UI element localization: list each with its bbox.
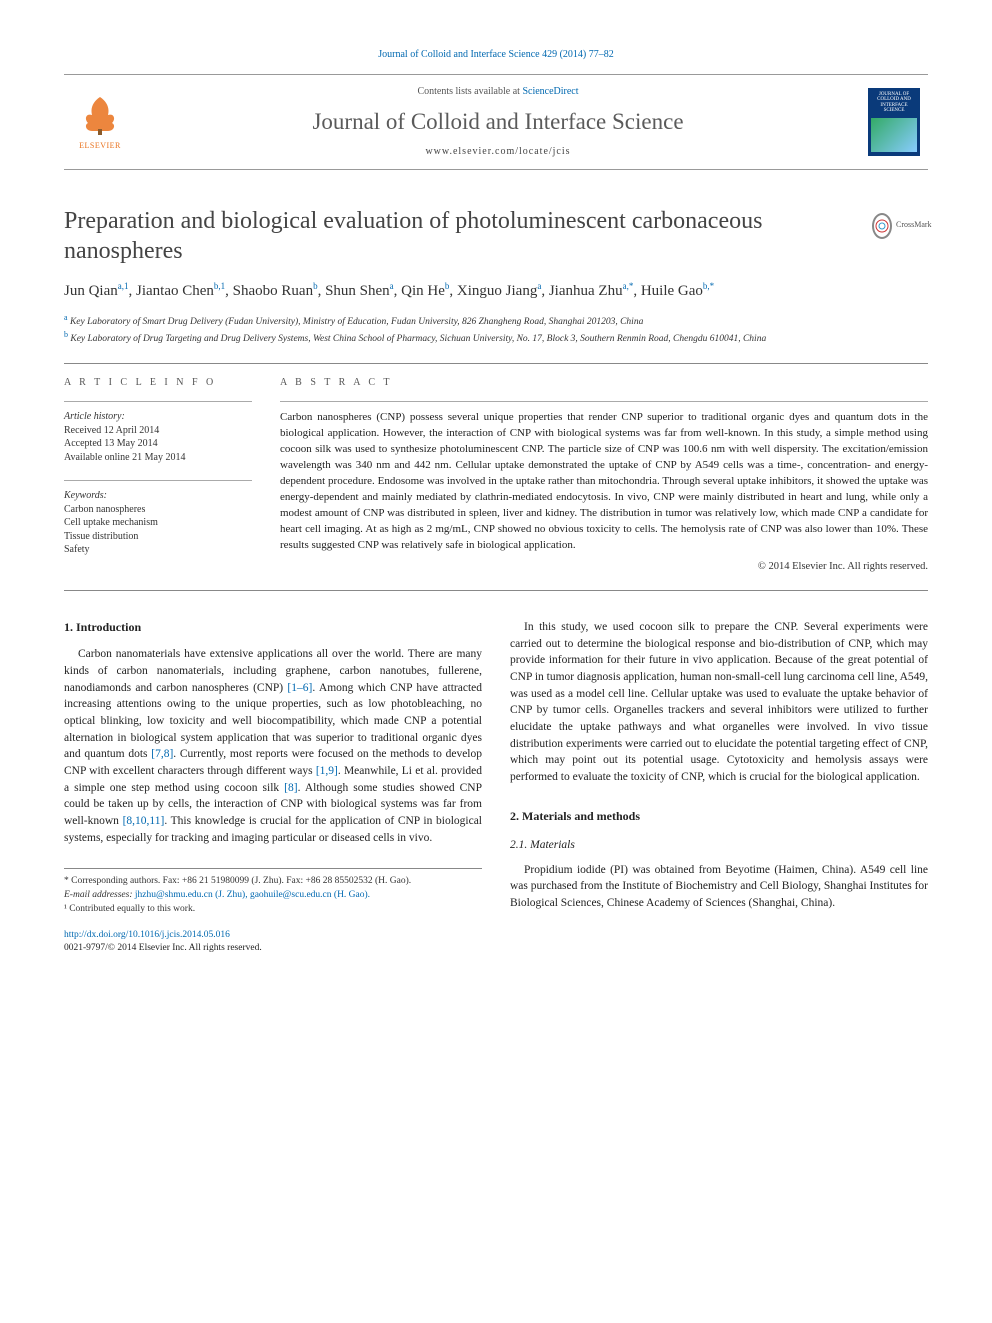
divider xyxy=(64,590,928,591)
affiliations: a Key Laboratory of Smart Drug Delivery … xyxy=(64,312,928,347)
journal-header: ELSEVIER Contents lists available at Sci… xyxy=(64,74,928,170)
doi-link[interactable]: http://dx.doi.org/10.1016/j.jcis.2014.05… xyxy=(64,929,482,943)
crossmark-icon xyxy=(872,213,892,239)
author: Shaobo Ruanb xyxy=(233,283,318,299)
journal-cover-thumb: JOURNAL OF COLLOID AND INTERFACE SCIENCE xyxy=(868,88,920,156)
intro-paragraph: Carbon nanomaterials have extensive appl… xyxy=(64,646,482,846)
author: Jianhua Zhua,* xyxy=(549,283,633,299)
intro-paragraph-cont: In this study, we used cocoon silk to pr… xyxy=(510,619,928,786)
abstract-copyright: © 2014 Elsevier Inc. All rights reserved… xyxy=(280,560,928,574)
issn-copyright: 0021-9797/© 2014 Elsevier Inc. All right… xyxy=(64,942,482,956)
citation[interactable]: [1,9] xyxy=(316,765,338,777)
materials-subheading: 2.1. Materials xyxy=(510,837,928,854)
author: Xinguo Jianga xyxy=(457,283,541,299)
paper-title: Preparation and biological evaluation of… xyxy=(64,206,856,266)
cover-art xyxy=(871,118,917,152)
bottom-meta: http://dx.doi.org/10.1016/j.jcis.2014.05… xyxy=(64,929,482,957)
column-right: In this study, we used cocoon silk to pr… xyxy=(510,619,928,956)
article-history: Article history: Received 12 April 2014 … xyxy=(64,410,252,464)
contents-prefix: Contents lists available at xyxy=(417,86,522,97)
history-online: Available online 21 May 2014 xyxy=(64,451,252,465)
intro-heading: 1. Introduction xyxy=(64,619,482,636)
history-heading: Article history: xyxy=(64,410,252,424)
keyword: Carbon nanospheres xyxy=(64,503,252,517)
keyword: Cell uptake mechanism xyxy=(64,516,252,530)
elsevier-logo: ELSEVIER xyxy=(72,90,128,154)
author-list: Jun Qiana,1, Jiantao Chenb,1, Shaobo Rua… xyxy=(64,280,928,303)
author: Jun Qiana,1 xyxy=(64,283,129,299)
keywords-heading: Keywords: xyxy=(64,489,252,503)
affiliation: a Key Laboratory of Smart Drug Delivery … xyxy=(64,312,928,329)
journal-homepage: www.elsevier.com/locate/jcis xyxy=(142,145,854,159)
keyword: Tissue distribution xyxy=(64,530,252,544)
citation[interactable]: [8,10,11] xyxy=(123,815,165,827)
author: Jiantao Chenb,1 xyxy=(136,283,225,299)
sciencedirect-link[interactable]: ScienceDirect xyxy=(522,86,578,97)
materials-paragraph: Propidium iodide (PI) was obtained from … xyxy=(510,862,928,912)
citation[interactable]: [7,8] xyxy=(151,748,173,760)
keyword: Safety xyxy=(64,543,252,557)
citation[interactable]: [1–6] xyxy=(287,682,312,694)
elsevier-wordmark: ELSEVIER xyxy=(79,141,121,152)
author: Shun Shena xyxy=(325,283,394,299)
header-center: Contents lists available at ScienceDirec… xyxy=(142,85,854,159)
footnotes: * Corresponding authors. Fax: +86 21 519… xyxy=(64,868,482,916)
history-received: Received 12 April 2014 xyxy=(64,424,252,438)
email-line: E-mail addresses: jhzhu@shmu.edu.cn (J. … xyxy=(64,889,482,903)
article-info-label: A R T I C L E I N F O xyxy=(64,376,252,390)
abstract-column: A B S T R A C T Carbon nanospheres (CNP)… xyxy=(280,376,928,574)
crossmark-label: CrossMark xyxy=(896,220,932,231)
elsevier-tree-icon xyxy=(76,91,124,139)
affiliation: b Key Laboratory of Drug Targeting and D… xyxy=(64,329,928,346)
abstract-text: Carbon nanospheres (CNP) possess several… xyxy=(280,410,928,553)
author: Huile Gaob,* xyxy=(641,283,714,299)
email-label: E-mail addresses: xyxy=(64,890,133,900)
journal-name: Journal of Colloid and Interface Science xyxy=(142,106,854,137)
keywords-block: Keywords: Carbon nanospheresCell uptake … xyxy=(64,489,252,557)
body-columns: 1. Introduction Carbon nanomaterials hav… xyxy=(64,619,928,956)
article-info-column: A R T I C L E I N F O Article history: R… xyxy=(64,376,252,574)
citation[interactable]: [8] xyxy=(284,782,297,794)
equal-contribution-note: ¹ Contributed equally to this work. xyxy=(64,903,482,917)
methods-heading: 2. Materials and methods xyxy=(510,808,928,825)
contents-lists-line: Contents lists available at ScienceDirec… xyxy=(142,85,854,99)
homepage-url[interactable]: www.elsevier.com/locate/jcis xyxy=(425,146,570,157)
abstract-label: A B S T R A C T xyxy=(280,376,928,390)
column-left: 1. Introduction Carbon nanomaterials hav… xyxy=(64,619,482,956)
author-emails[interactable]: jhzhu@shmu.edu.cn (J. Zhu), gaohuile@scu… xyxy=(133,890,371,900)
top-citation: Journal of Colloid and Interface Science… xyxy=(64,48,928,62)
history-accepted: Accepted 13 May 2014 xyxy=(64,437,252,451)
divider xyxy=(64,363,928,364)
crossmark-badge[interactable]: CrossMark xyxy=(872,206,928,246)
author: Qin Heb xyxy=(401,283,449,299)
cover-title: JOURNAL OF COLLOID AND INTERFACE SCIENCE xyxy=(871,92,917,114)
corresponding-author-note: * Corresponding authors. Fax: +86 21 519… xyxy=(64,875,482,889)
